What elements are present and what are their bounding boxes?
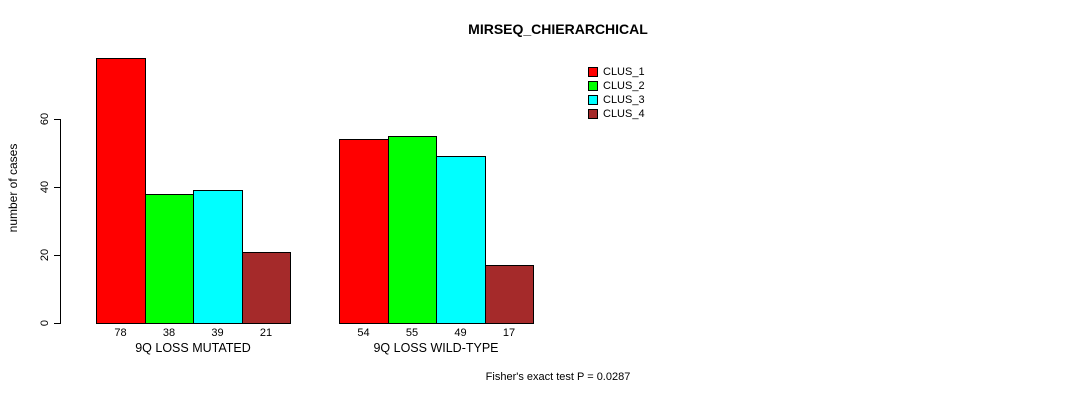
y-tick-label: 20 — [39, 248, 51, 262]
legend-label: CLUS_2 — [603, 80, 645, 92]
legend-item: CLUS_1 — [588, 65, 645, 79]
legend: CLUS_1 CLUS_2 CLUS_3 CLUS_4 — [588, 65, 645, 121]
y-axis-line — [60, 119, 61, 324]
legend-swatch-clus_2 — [588, 81, 598, 91]
legend-swatch-clus_1 — [588, 67, 598, 77]
bar-value-label: 21 — [259, 327, 273, 339]
bar-value-label: 55 — [405, 327, 419, 339]
legend-label: CLUS_1 — [603, 66, 645, 78]
bar-value-label: 49 — [454, 327, 467, 339]
y-axis-tick — [54, 119, 61, 120]
legend-item: CLUS_3 — [588, 93, 645, 107]
legend-label: CLUS_4 — [603, 108, 645, 120]
chart-title: MIRSEQ_CHIERARCHICAL — [468, 21, 648, 37]
category-label: 9Q LOSS MUTATED — [135, 341, 251, 355]
legend-item: CLUS_4 — [588, 107, 645, 121]
bar-clus_1 — [339, 139, 389, 324]
bar-clus_4 — [242, 252, 291, 324]
category-label: 9Q LOSS WILD-TYPE — [373, 341, 499, 355]
bar-value-label: 17 — [502, 327, 516, 339]
bar-value-label: 78 — [114, 327, 127, 339]
bar-value-label: 39 — [211, 327, 224, 339]
bar-value-label: 38 — [162, 327, 176, 339]
bar-clus_4 — [485, 265, 534, 324]
legend-item: CLUS_2 — [588, 79, 645, 93]
y-tick-label: 40 — [39, 180, 51, 194]
legend-swatch-clus_4 — [588, 109, 598, 119]
fisher-test-annotation: Fisher's exact test P = 0.0287 — [485, 371, 631, 383]
bar-clus_3 — [436, 156, 486, 324]
y-axis-tick — [54, 187, 61, 188]
bar-clus_3 — [193, 190, 243, 324]
bar-value-label: 54 — [357, 327, 370, 339]
bar-clus_2 — [145, 194, 194, 324]
bar-clus_2 — [388, 136, 437, 324]
y-axis-tick — [54, 255, 61, 256]
legend-swatch-clus_3 — [588, 95, 598, 105]
bar-clus_1 — [96, 58, 146, 324]
y-tick-label: 60 — [39, 112, 51, 126]
y-tick-label: 0 — [39, 319, 51, 327]
y-axis-tick — [54, 323, 61, 324]
legend-label: CLUS_3 — [603, 94, 645, 106]
